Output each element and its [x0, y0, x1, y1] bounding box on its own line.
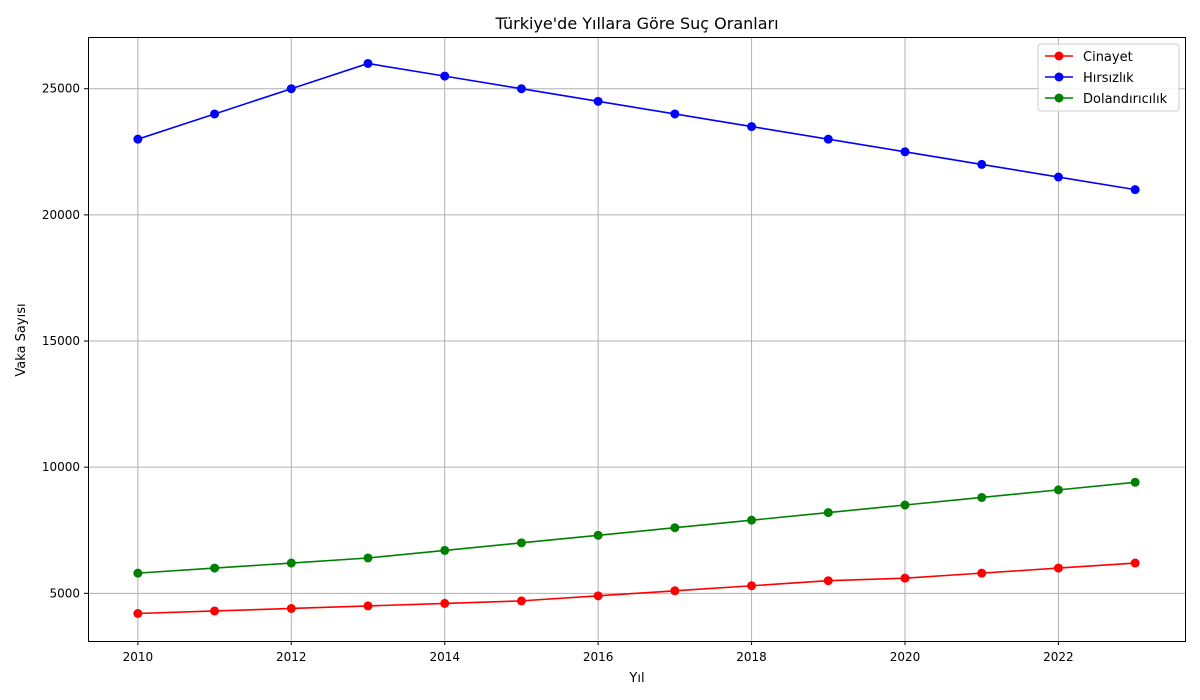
- data-point: [747, 515, 757, 525]
- data-point: [747, 581, 757, 591]
- data-point: [1130, 477, 1140, 487]
- data-point: [977, 568, 987, 578]
- y-axis-label: Vaka Sayısı: [14, 303, 29, 376]
- series-Dolandırıcılık: [133, 477, 1140, 578]
- y-tick-label: 25000: [42, 82, 80, 96]
- x-axis-label: Yıl: [628, 671, 644, 686]
- data-point: [440, 71, 450, 81]
- data-point: [516, 84, 526, 94]
- legend-label: Cinayet: [1083, 50, 1133, 65]
- legend-label: Hırsızlık: [1083, 71, 1134, 86]
- data-point: [1053, 485, 1063, 495]
- data-point: [1130, 185, 1140, 195]
- data-point: [900, 500, 910, 510]
- data-point: [210, 606, 220, 616]
- data-point: [900, 147, 910, 157]
- data-point: [363, 601, 373, 611]
- data-point: [516, 596, 526, 606]
- data-point: [440, 545, 450, 555]
- data-point: [670, 586, 680, 596]
- y-tick-label: 20000: [42, 208, 80, 222]
- data-point: [1053, 563, 1063, 573]
- data-point: [133, 568, 143, 578]
- legend-item: Dolandırıcılık: [1045, 92, 1168, 107]
- axis-ticks: 2010 2012 2014 2016 2018 2020 2022 5000 10000 150…: [42, 82, 1074, 664]
- data-point: [133, 134, 143, 144]
- data-point: [977, 492, 987, 502]
- data-point: [670, 109, 680, 119]
- legend: Cinayet Hırsızlık Dolandırıcılık: [1037, 43, 1180, 112]
- data-point: [363, 58, 373, 68]
- data-point: [210, 563, 220, 573]
- data-point: [670, 523, 680, 533]
- legend-marker: [1054, 72, 1064, 82]
- legend-item: Hırsızlık: [1045, 71, 1134, 86]
- data-point: [823, 576, 833, 586]
- y-tick-label: 5000: [49, 586, 80, 600]
- x-tick-label: 2010: [123, 650, 154, 664]
- data-point: [210, 109, 220, 119]
- legend-marker: [1054, 93, 1064, 103]
- x-tick-label: 2022: [1043, 650, 1074, 664]
- x-tick-label: 2020: [890, 650, 921, 664]
- series-layer: [133, 58, 1140, 618]
- legend-marker: [1054, 51, 1064, 61]
- chart-title: Türkiye'de Yıllara Göre Suç Oranları: [494, 14, 778, 33]
- data-point: [900, 573, 910, 583]
- x-tick-label: 2014: [429, 650, 460, 664]
- data-point: [286, 558, 296, 568]
- data-point: [823, 134, 833, 144]
- x-tick-label: 2012: [276, 650, 307, 664]
- y-tick-label: 10000: [42, 460, 80, 474]
- x-tick-label: 2018: [736, 650, 767, 664]
- data-point: [593, 591, 603, 601]
- data-point: [286, 603, 296, 613]
- legend-item: Cinayet: [1045, 50, 1133, 65]
- series-line: [137, 562, 1136, 615]
- data-point: [1053, 172, 1063, 182]
- data-point: [823, 508, 833, 518]
- series-line: [137, 62, 1136, 191]
- series-Hırsızlık: [133, 58, 1140, 195]
- data-point: [1130, 558, 1140, 568]
- data-point: [593, 530, 603, 540]
- grid: [88, 37, 1185, 641]
- series-Cinayet: [133, 558, 1140, 618]
- legend-box: [1037, 43, 1180, 112]
- data-point: [516, 538, 526, 548]
- x-tick-label: 2016: [583, 650, 614, 664]
- data-point: [440, 598, 450, 608]
- series-line: [137, 481, 1136, 574]
- data-point: [977, 159, 987, 169]
- data-point: [593, 96, 603, 106]
- data-point: [286, 84, 296, 94]
- legend-label: Dolandırıcılık: [1083, 92, 1168, 107]
- plot-frame: [88, 37, 1186, 642]
- y-tick-label: 15000: [42, 334, 80, 348]
- data-point: [133, 608, 143, 618]
- data-point: [747, 122, 757, 132]
- data-point: [363, 553, 373, 563]
